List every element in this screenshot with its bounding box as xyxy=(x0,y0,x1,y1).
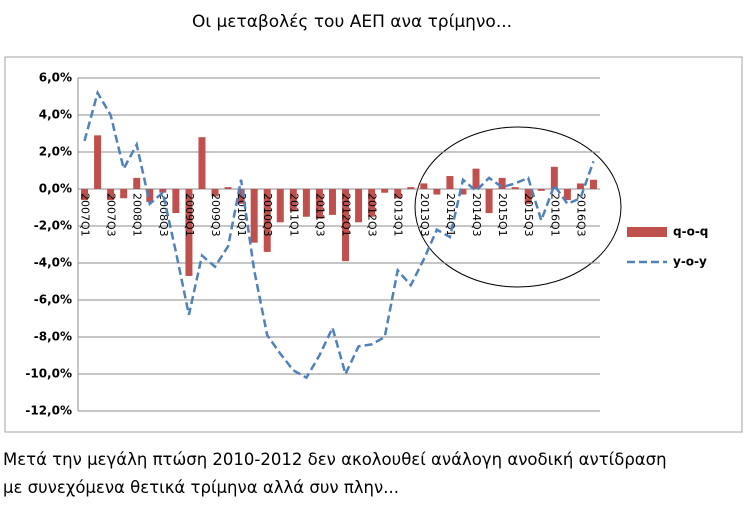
chart-frame xyxy=(4,56,743,433)
chart-title: Οι μεταβολές του ΑΕΠ ανα τρίμηνο... xyxy=(192,12,512,32)
y-tick-label: -6,0% xyxy=(34,293,72,307)
x-tick-label: 2009Q3 xyxy=(209,193,222,237)
legend-swatch xyxy=(627,227,667,237)
line xyxy=(83,89,595,380)
bar xyxy=(172,189,180,214)
y-tick-label: -10,0% xyxy=(25,367,72,381)
x-tick-label: 2014Q3 xyxy=(470,193,483,237)
y-tick-label: 2,0% xyxy=(39,145,72,159)
x-tick-label: 2013Q1 xyxy=(392,193,405,237)
x-tick-label: 2011Q1 xyxy=(287,193,300,237)
x-tick-label: 2008Q1 xyxy=(131,193,144,237)
bar xyxy=(394,189,402,199)
highlight-ellipse xyxy=(414,126,622,288)
bar xyxy=(420,183,428,189)
bar xyxy=(368,189,376,217)
x-tick-label: 2015Q3 xyxy=(522,193,535,237)
bar xyxy=(107,189,115,201)
bar xyxy=(224,187,232,189)
x-tick-label: 2010Q3 xyxy=(261,193,274,237)
x-tick-label: 2007Q3 xyxy=(105,193,118,237)
bar xyxy=(263,189,271,252)
bar xyxy=(302,189,310,217)
bar xyxy=(563,189,571,201)
legend-label: y-o-y xyxy=(673,255,707,269)
y-tick-label: 4,0% xyxy=(39,108,72,122)
bar xyxy=(133,177,141,189)
bar xyxy=(120,189,128,199)
bar xyxy=(94,135,102,189)
bar xyxy=(198,137,206,189)
y-tick-label: -12,0% xyxy=(25,404,72,418)
x-tick-label: 2011Q3 xyxy=(313,193,326,237)
x-tick-label: 2012Q3 xyxy=(366,193,379,237)
bar xyxy=(459,189,467,195)
bar xyxy=(250,189,258,243)
chart: Οι μεταβολές του ΑΕΠ ανα τρίμηνο... 6,0%… xyxy=(4,12,743,433)
bar xyxy=(315,189,323,219)
bar xyxy=(289,189,297,212)
x-tick-label: 2016Q1 xyxy=(548,193,561,237)
y-tick-label: -4,0% xyxy=(34,256,72,270)
bar xyxy=(381,189,389,193)
x-tick-label: 2009Q1 xyxy=(183,193,196,237)
bar xyxy=(524,189,532,204)
bar xyxy=(446,176,454,189)
x-tick-label: 2008Q3 xyxy=(157,193,170,237)
x-tick-label: 2012Q1 xyxy=(340,193,353,237)
bar xyxy=(146,189,154,202)
y-tick-label: 0,0% xyxy=(39,182,72,196)
bar xyxy=(498,177,506,189)
y-tick-label: 6,0% xyxy=(39,71,72,85)
bar xyxy=(511,187,519,189)
legend-label: q-o-q xyxy=(673,225,708,239)
bar xyxy=(576,183,584,189)
bar xyxy=(81,189,89,201)
bar xyxy=(159,189,167,193)
x-tick-label: 2015Q1 xyxy=(496,193,509,237)
x-tick-label: 2013Q3 xyxy=(418,193,431,237)
x-tick-label: 2007Q1 xyxy=(79,193,92,237)
y-tick-label: -8,0% xyxy=(34,330,72,344)
caption-line: Μετά την μεγάλη πτώση 2010-2012 δεν ακολ… xyxy=(3,450,667,469)
bar xyxy=(589,179,597,189)
bar xyxy=(407,187,415,189)
bar xyxy=(211,189,219,197)
caption-line: με συνεχόμενα θετικά τρίμηνα αλλά συν πλ… xyxy=(3,478,399,497)
bar xyxy=(328,189,336,215)
bar xyxy=(355,189,363,223)
bar xyxy=(485,189,493,214)
x-tick-label: 2016Q3 xyxy=(574,193,587,237)
bar xyxy=(537,189,545,191)
y-tick-label: -2,0% xyxy=(34,219,72,233)
bar xyxy=(342,189,350,262)
bar xyxy=(472,168,480,189)
bar xyxy=(237,189,245,204)
bar xyxy=(550,166,558,189)
bar xyxy=(433,189,441,195)
bar xyxy=(185,189,193,276)
bar xyxy=(276,189,284,223)
